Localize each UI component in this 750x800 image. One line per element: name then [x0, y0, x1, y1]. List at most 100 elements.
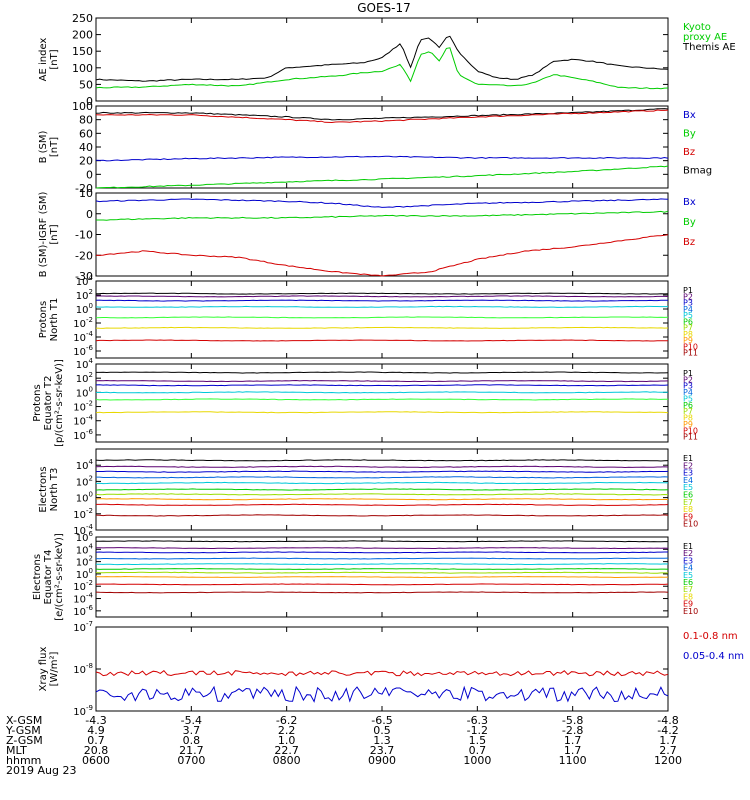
series-line: [95, 339, 668, 342]
y-tick-exponent: -7: [86, 620, 93, 628]
series-line: [96, 295, 669, 298]
y-tick-label: 100: [72, 100, 93, 113]
legend-entry: P1: [683, 286, 693, 295]
y-tick-label: 50: [79, 78, 93, 91]
series-line: [95, 292, 669, 295]
y-axis-label: North T3: [49, 468, 60, 512]
footer-value: 1.5: [469, 734, 487, 747]
legend-entry: P9: [683, 336, 693, 345]
y-tick-label: 0: [86, 168, 93, 181]
y-tick-exponent: 2: [89, 474, 93, 482]
y-tick-exponent: -4: [86, 592, 94, 600]
footer-value: 1.3: [373, 734, 391, 747]
legend-entry: E6: [683, 578, 693, 587]
legend-entry: By: [683, 129, 696, 140]
y-axis-label: [W/m²]: [49, 651, 60, 686]
series-line: [96, 470, 669, 473]
y-tick-exponent: 0: [89, 491, 93, 499]
y-axis-label: Equator T4: [43, 550, 54, 605]
footer-value: 1100: [559, 754, 587, 767]
y-tick-label: 100: [76, 385, 93, 399]
series-line: [95, 379, 669, 383]
footer-value: 2.7: [659, 744, 677, 757]
series-line: [95, 493, 669, 496]
legend-entry: E10: [683, 520, 698, 529]
legend-entry: P5: [683, 394, 693, 403]
series-line: [95, 305, 668, 308]
footer-value: -6.2: [276, 714, 297, 727]
footer-value: -4.3: [85, 714, 106, 727]
y-tick-label: 102: [76, 288, 93, 302]
footer-row-label: hhmm: [6, 754, 41, 767]
y-tick-label: 10-7: [73, 620, 93, 634]
series-line: [95, 384, 669, 387]
y-axis-label: Electrons: [38, 466, 49, 512]
footer-value: 2.2: [278, 724, 296, 737]
y-tick-label: 0: [86, 208, 93, 221]
y-axis-label: [nT]: [49, 49, 60, 69]
footer-value: 0.7: [87, 734, 105, 747]
y-tick-exponent: -2: [86, 316, 93, 324]
legend-entry: Bz: [683, 237, 695, 248]
legend-entry: P9: [683, 420, 693, 429]
legend-entry: E3: [683, 469, 693, 478]
y-tick-exponent: -6: [86, 428, 94, 436]
footer-value: 0700: [177, 754, 205, 767]
series-line: [95, 411, 669, 414]
y-axis-label: Protons: [32, 384, 43, 421]
footer-value: 1.0: [278, 734, 296, 747]
y-tick-exponent: 6: [89, 530, 94, 538]
y-tick-label: 40: [79, 141, 93, 154]
series-line: [95, 481, 669, 485]
y-tick-label: 100: [76, 302, 93, 316]
series-line: [95, 557, 669, 560]
panel-frame: [95, 17, 669, 102]
y-tick-label: 10-2: [73, 316, 93, 330]
series-line: [95, 326, 669, 329]
y-tick-exponent: -2: [86, 579, 93, 587]
y-tick-label: 10-6: [73, 428, 93, 442]
y-tick-label: 102: [76, 371, 93, 385]
series-line: [95, 670, 669, 677]
series-line: [95, 459, 669, 462]
series-line: [95, 583, 669, 586]
footer-value: 1000: [463, 754, 491, 767]
legend-entry: E4: [683, 564, 693, 573]
y-axis-label: B (SM): [38, 130, 49, 163]
y-axis-label: AE index: [38, 38, 49, 82]
time-axis-footer: X-GSM -4.3 -5.4 -6.2 -6.5 -6.3 -5.8 -4.8 Y-GSM 4.…: [5, 714, 682, 777]
y-tick-exponent: 0: [89, 567, 93, 575]
y-tick-exponent: 0: [89, 302, 93, 310]
legend-entry: P6: [683, 401, 693, 410]
y-tick-exponent: 4: [89, 274, 94, 282]
y-tick-exponent: 4: [89, 542, 94, 550]
y-tick-label: -20: [75, 249, 93, 262]
y-tick-exponent: -6: [86, 344, 94, 352]
legend-entry: P11: [683, 349, 698, 358]
footer-value: 0800: [273, 754, 301, 767]
footer-value: 1.7: [659, 734, 677, 747]
y-axis-label: Xray flux: [38, 647, 49, 692]
y-tick-exponent: -4: [86, 523, 94, 531]
y-axis-label: Equator T2: [43, 376, 54, 431]
y-tick-label: 10-6: [73, 604, 93, 618]
legend-entry: E7: [683, 585, 693, 594]
y-tick-label: 100: [72, 62, 93, 75]
y-tick-label: 104: [76, 274, 94, 288]
series-line: [96, 210, 669, 221]
footer-value: -6.5: [371, 714, 392, 727]
footer-value: 0.7: [469, 744, 487, 757]
y-tick-exponent: -4: [86, 414, 94, 422]
legend-entry: E5: [683, 483, 693, 492]
y-tick-label: 60: [79, 127, 93, 140]
legend-entry: P11: [683, 433, 698, 442]
footer-row-label: Y-GSM: [5, 724, 41, 737]
footer-value: 0.5: [373, 724, 391, 737]
legend-entry: Bz: [683, 147, 695, 158]
y-tick-label: -30: [75, 270, 93, 283]
